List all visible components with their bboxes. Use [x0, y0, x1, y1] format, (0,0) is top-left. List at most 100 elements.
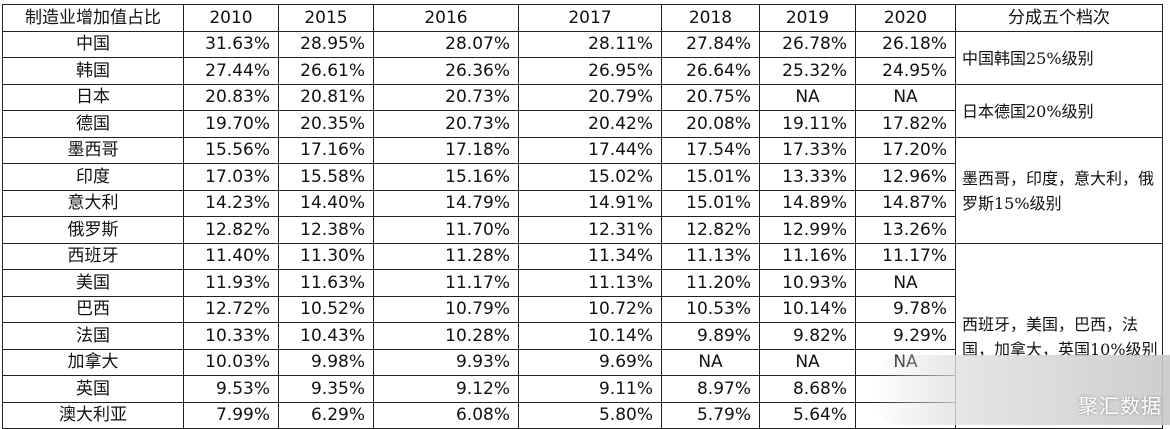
tier-cell: 日本德国20%级别: [955, 83, 1163, 138]
value-cell: 10.43%: [278, 322, 374, 350]
value-cell: 11.63%: [278, 269, 374, 297]
value-cell: 11.17%: [855, 242, 956, 270]
year-header: 2019: [759, 4, 856, 32]
value-cell: 20.08%: [661, 110, 760, 138]
value-cell: 15.16%: [373, 163, 519, 191]
country-cell: 巴西: [2, 295, 184, 323]
value-cell: 12.31%: [518, 216, 662, 244]
value-cell: 14.91%: [518, 189, 662, 217]
country-cell: 中国: [2, 30, 184, 58]
value-cell: 6.29%: [278, 401, 374, 429]
value-cell: 12.38%: [278, 216, 374, 244]
value-cell: 13.26%: [855, 216, 956, 244]
value-cell: 26.36%: [373, 57, 519, 85]
year-header: 2010: [183, 4, 279, 32]
value-cell: 9.12%: [373, 375, 519, 403]
watermark-text: 聚汇数据: [1078, 394, 1162, 418]
value-cell: 9.78%: [855, 295, 956, 323]
value-cell: 11.17%: [373, 269, 519, 297]
value-cell: 20.79%: [518, 83, 662, 111]
value-cell: 17.33%: [759, 136, 856, 164]
value-cell: NA: [759, 348, 856, 376]
country-cell: 澳大利亚: [2, 401, 184, 429]
value-cell: 11.70%: [373, 216, 519, 244]
value-cell: 9.89%: [661, 322, 760, 350]
value-cell: 26.95%: [518, 57, 662, 85]
value-cell: 11.13%: [518, 269, 662, 297]
country-cell: 印度: [2, 163, 184, 191]
table-row: 英国 9.53% 9.35% 9.12% 9.11% 8.97% 8.68%: [2, 375, 1163, 403]
value-cell: 11.20%: [661, 269, 760, 297]
value-cell: 14.79%: [373, 189, 519, 217]
year-header: 2015: [278, 4, 374, 32]
country-cell: 墨西哥: [2, 136, 184, 164]
value-cell: NA: [661, 348, 760, 376]
country-cell: 意大利: [2, 189, 184, 217]
value-cell: NA: [855, 269, 956, 297]
country-cell: 加拿大: [2, 348, 184, 376]
value-cell: NA: [759, 83, 856, 111]
value-cell: 15.01%: [661, 163, 760, 191]
value-cell: 15.02%: [518, 163, 662, 191]
value-cell: 26.64%: [661, 57, 760, 85]
value-cell: 11.16%: [759, 242, 856, 270]
year-header: 2020: [855, 4, 956, 32]
country-cell: 韩国: [2, 57, 184, 85]
tier-cell: 中国韩国25%级别: [955, 30, 1163, 85]
value-cell: 25.32%: [759, 57, 856, 85]
value-cell: 9.98%: [278, 348, 374, 376]
value-cell: 27.84%: [661, 30, 760, 58]
value-cell: 20.73%: [373, 110, 519, 138]
value-cell: 8.68%: [759, 375, 856, 403]
table-row: 法国 10.33% 10.43% 10.28% 10.14% 9.89% 9.82% 9.29…: [2, 322, 1163, 350]
value-cell: 10.72%: [518, 295, 662, 323]
table-row: 印度 17.03% 15.58% 15.16% 15.02% 15.01% 13.33% 12…: [2, 163, 1163, 191]
table-row: 巴西 12.72% 10.52% 10.79% 10.72% 10.53% 10.14% 9.…: [2, 295, 1163, 323]
value-cell: 5.64%: [759, 401, 856, 429]
value-cell: 14.89%: [759, 189, 856, 217]
value-cell: 7.99%: [183, 401, 279, 429]
value-cell: 14.87%: [855, 189, 956, 217]
value-cell: 19.11%: [759, 110, 856, 138]
table-row: 日本 20.83% 20.81% 20.73% 20.79% 20.75% NA NA 日本德国…: [2, 83, 1163, 138]
value-cell: 11.40%: [183, 242, 279, 270]
watermark-blur: [872, 355, 1170, 425]
value-cell: 14.40%: [278, 189, 374, 217]
value-cell: 26.18%: [855, 30, 956, 58]
year-header: 2018: [661, 4, 760, 32]
value-cell: 9.29%: [855, 322, 956, 350]
value-cell: 11.13%: [661, 242, 760, 270]
value-cell: 20.73%: [373, 83, 519, 111]
value-cell: 14.23%: [183, 189, 279, 217]
value-cell: 17.18%: [373, 136, 519, 164]
value-cell: 24.95%: [855, 57, 956, 85]
value-cell: 20.35%: [278, 110, 374, 138]
value-cell: 17.16%: [278, 136, 374, 164]
value-cell: 11.30%: [278, 242, 374, 270]
table-row: 意大利 14.23% 14.40% 14.79% 14.91% 15.01% 14.89% 1…: [2, 189, 1163, 217]
value-cell: 17.54%: [661, 136, 760, 164]
value-cell: 26.61%: [278, 57, 374, 85]
value-cell: 12.72%: [183, 295, 279, 323]
value-cell: 10.33%: [183, 322, 279, 350]
value-cell: 5.80%: [518, 401, 662, 429]
value-cell: 8.97%: [661, 375, 760, 403]
value-cell: 12.99%: [759, 216, 856, 244]
value-cell: 10.52%: [278, 295, 374, 323]
value-cell: 10.14%: [759, 295, 856, 323]
value-cell: 26.78%: [759, 30, 856, 58]
value-cell: 15.56%: [183, 136, 279, 164]
value-cell: 12.82%: [183, 216, 279, 244]
country-cell: 德国: [2, 110, 184, 138]
value-cell: 31.63%: [183, 30, 279, 58]
tier-cell: 墨西哥，印度，意大利，俄罗斯15%级别: [955, 136, 1163, 244]
value-cell: 9.93%: [373, 348, 519, 376]
year-header: 2017: [518, 4, 662, 32]
table-row: 西班牙 11.40% 11.30% 11.28% 11.34% 11.13% 11.16% 1…: [2, 242, 1163, 429]
table-row: 美国 11.93% 11.63% 11.17% 11.13% 11.20% 10.93% NA: [2, 269, 1163, 297]
tier-header: 分成五个档次: [955, 4, 1163, 32]
value-cell: NA: [855, 83, 956, 111]
header-row: 制造业增加值占比 2010 2015 2016 2017 2018 2019 2…: [2, 4, 1163, 32]
table-row: 中国 31.63% 28.95% 28.07% 28.11% 27.84% 26.78% 26…: [2, 30, 1163, 85]
value-cell: 10.03%: [183, 348, 279, 376]
